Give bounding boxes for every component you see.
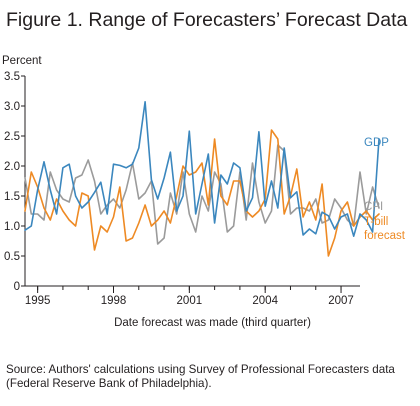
series-line-cpi — [24, 144, 380, 245]
y-tick-label: 2.5 — [4, 131, 20, 143]
series-line-t-bill-forecast — [24, 129, 380, 257]
axes: Percent 0 0.5 1.0 1.5 2.0 2.5 3.0 3.5 1995 1998 200… — [2, 55, 360, 329]
y-tick-label: 1.0 — [4, 221, 20, 233]
y-tick-label: 3.5 — [4, 71, 20, 83]
line-chart: Percent 0 0.5 1.0 1.5 2.0 2.5 3.0 3.5 1995 1998 200… — [2, 55, 406, 329]
series-label: GDP — [364, 137, 389, 149]
x-tick-label: 2007 — [328, 295, 354, 307]
series-label: forecast — [364, 230, 406, 242]
source-note: Source: Authors' calculations using Surv… — [6, 363, 395, 390]
x-tick-label: 2004 — [252, 295, 278, 307]
y-axis-title: Percent — [2, 55, 42, 67]
x-tick-label: 1998 — [101, 295, 127, 307]
series-label: CPI — [364, 201, 383, 213]
y-tick-label: 0 — [14, 281, 20, 293]
y-tick-label: 0.5 — [4, 251, 20, 263]
series-line-gdp — [24, 101, 380, 237]
x-tick-label: 1995 — [25, 295, 51, 307]
series-label: T-bill — [364, 216, 388, 228]
y-tick-label: 2.0 — [4, 161, 20, 173]
series-labels: GDP CPI T-bill forecast — [364, 137, 406, 242]
x-tick-label: 2001 — [177, 295, 203, 307]
x-axis-title: Date forecast was made (third quarter) — [114, 317, 311, 329]
figure-title: Figure 1. Range of Forecasters’ Forecast… — [6, 9, 408, 31]
plot-area — [24, 101, 380, 257]
y-tick-label: 1.5 — [4, 191, 20, 203]
y-tick-label: 3.0 — [4, 101, 20, 113]
